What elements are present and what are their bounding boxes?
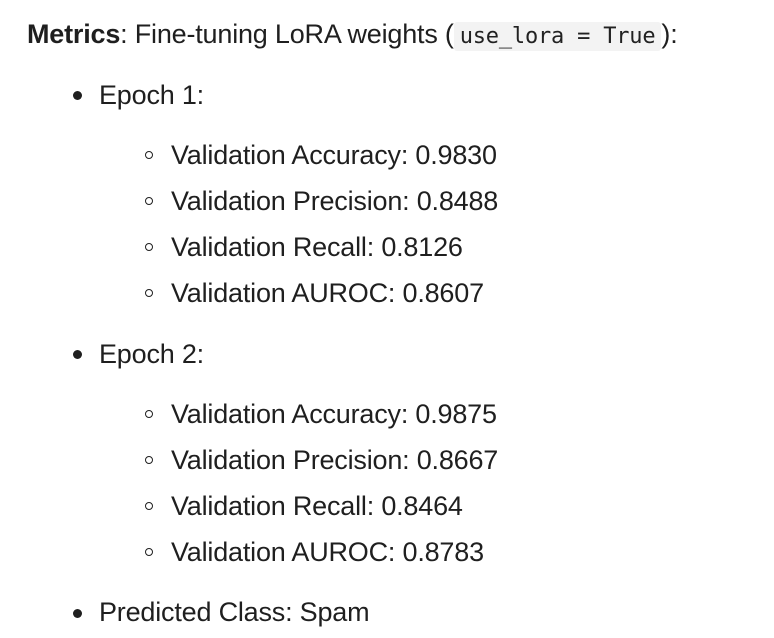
sub-list-item: Validation Recall: 0.8464 <box>171 491 463 521</box>
inline-code: use_lora = True <box>453 22 662 51</box>
heading-text-before: : Fine-tuning LoRA weights ( <box>120 19 454 49</box>
sub-list-item: Validation Precision: 0.8667 <box>171 445 499 475</box>
heading-text-after: ): <box>661 19 678 49</box>
metrics-heading: Metrics: Fine-tuning LoRA weights (use_l… <box>27 16 678 55</box>
bullet-circle-icon <box>145 548 153 556</box>
bullet-circle-icon <box>145 502 153 510</box>
metrics-label: Metrics <box>27 19 121 49</box>
bullet-circle-icon <box>145 151 153 159</box>
sub-list-item: Validation Recall: 0.8126 <box>171 232 463 262</box>
sub-list-item: Validation Accuracy: 0.9830 <box>171 140 497 170</box>
bullet-circle-icon <box>145 410 153 418</box>
sub-list-item: Validation AUROC: 0.8783 <box>171 537 484 567</box>
bullet-disc-icon <box>73 609 82 618</box>
bullet-circle-icon <box>145 243 153 251</box>
list-item-predicted-class: Predicted Class: Spam <box>99 597 370 627</box>
bullet-disc-icon <box>73 91 82 100</box>
list-item-epoch-2: Epoch 2: <box>99 339 204 369</box>
sub-list-item: Validation Precision: 0.8488 <box>171 186 499 216</box>
sub-list-item: Validation Accuracy: 0.9875 <box>171 399 497 429</box>
sub-list-item: Validation AUROC: 0.8607 <box>171 278 484 308</box>
bullet-disc-icon <box>73 350 82 359</box>
list-item-epoch-1: Epoch 1: <box>99 80 204 110</box>
bullet-circle-icon <box>145 197 153 205</box>
bullet-circle-icon <box>145 456 153 464</box>
bullet-circle-icon <box>145 289 153 297</box>
